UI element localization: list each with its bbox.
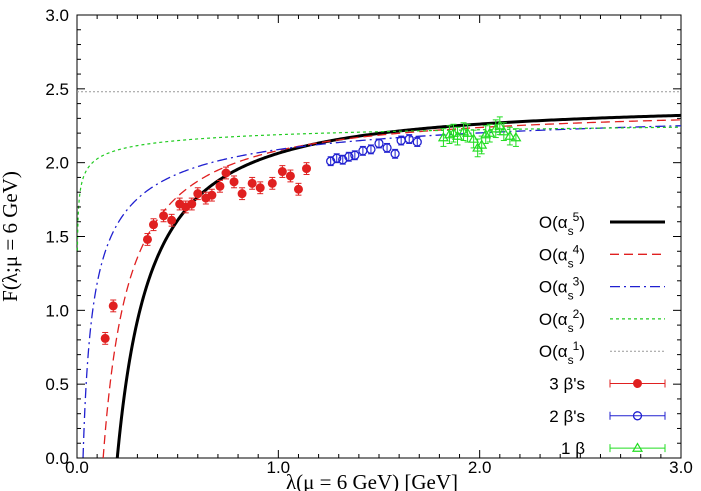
data-point-series-3 xyxy=(443,128,456,139)
y-tick-label: 1.5 xyxy=(45,228,69,247)
data-point-series-1 xyxy=(267,178,277,188)
x-tick-label: 1.0 xyxy=(267,458,291,477)
x-tick-label: 3.0 xyxy=(669,458,693,477)
data-point-series-1 xyxy=(207,190,217,200)
curve-order-4 xyxy=(102,119,682,459)
legend-series-label: 1 β xyxy=(561,439,585,458)
data-point-series-3 xyxy=(451,130,464,140)
legend-series-label: 2 β's xyxy=(549,407,585,426)
data-point-series-2 xyxy=(366,144,376,155)
data-point-series-2 xyxy=(382,143,392,153)
data-point-series-2 xyxy=(374,138,384,149)
legend-label: O(αs5) xyxy=(539,210,585,238)
data-point-series-3 xyxy=(476,139,488,149)
legend: O(αs5) O(αs4) O(αs3) O(αs2) O(αs1) 3 β's 2 β's… xyxy=(539,210,666,458)
data-point-series-3 xyxy=(494,120,506,130)
data-point-series-3 xyxy=(447,127,460,137)
data-point-series-2 xyxy=(344,152,354,162)
data-point-series-3 xyxy=(510,131,522,142)
legend-label: O(αs3) xyxy=(539,275,585,303)
data-point-series-3 xyxy=(468,133,480,143)
y-axis-label: F(λ;μ = 6 GeV) xyxy=(0,171,22,302)
data-point-series-3 xyxy=(490,123,502,133)
data-point-series-1 xyxy=(159,211,169,221)
data-point-series-1 xyxy=(247,178,257,188)
data-point-series-1 xyxy=(100,333,110,343)
legend-series-marker xyxy=(631,442,644,452)
curve-order-3 xyxy=(82,125,682,459)
data-point-series-1 xyxy=(229,177,239,187)
data-point-series-3 xyxy=(498,125,510,136)
tick-group: 0.0 1.0 2.0 3.0 0.0 0.5 1.0 1.5 2.0 2.5 3.0 xyxy=(45,6,692,477)
data-point-series-2 xyxy=(332,153,342,163)
legend-label: O(αs1) xyxy=(539,339,585,367)
x-tick-label: 2.0 xyxy=(468,458,492,477)
data-points-group xyxy=(100,116,522,345)
legend-label: O(αs4) xyxy=(539,242,585,270)
curve-order-5 xyxy=(115,113,682,459)
y-tick-label: 0.0 xyxy=(45,449,69,468)
data-point-series-1 xyxy=(149,220,159,230)
data-point-series-1 xyxy=(285,171,295,181)
y-tick-label: 3.0 xyxy=(45,6,69,25)
data-point-series-1 xyxy=(255,183,265,193)
data-point-series-1 xyxy=(237,189,247,199)
data-point-series-1 xyxy=(277,167,287,177)
x-tick-label: 0.0 xyxy=(65,458,89,477)
data-point-series-3 xyxy=(484,127,496,137)
data-point-series-1 xyxy=(302,164,312,174)
y-tick-label: 2.0 xyxy=(45,154,69,173)
legend-series-marker xyxy=(632,411,643,421)
data-point-series-1 xyxy=(221,168,231,178)
legend-series-label: 3 β's xyxy=(549,375,585,394)
data-point-series-3 xyxy=(472,142,484,152)
data-point-series-3 xyxy=(480,128,492,139)
data-point-series-1 xyxy=(167,215,177,225)
data-point-series-2 xyxy=(412,137,422,147)
legend-series-marker xyxy=(633,379,642,388)
curve-group xyxy=(76,113,682,459)
legend-label: O(αs2) xyxy=(539,307,585,335)
data-point-series-3 xyxy=(504,130,516,140)
y-tick-label: 2.5 xyxy=(45,80,69,99)
curve-order-2 xyxy=(76,126,682,251)
y-tick-label: 1.0 xyxy=(45,301,69,320)
data-point-series-1 xyxy=(108,301,118,311)
data-point-series-2 xyxy=(350,150,360,160)
data-point-series-1 xyxy=(215,181,225,191)
data-point-series-1 xyxy=(142,234,152,244)
x-axis-label: λ(μ = 6 GeV) [GeV] xyxy=(286,470,458,491)
data-point-series-1 xyxy=(187,199,197,209)
data-point-series-2 xyxy=(404,134,414,144)
data-point-series-1 xyxy=(293,184,303,194)
data-point-series-2 xyxy=(390,149,400,159)
data-point-series-1 xyxy=(193,189,203,199)
data-point-series-3 xyxy=(462,127,474,137)
y-tick-label: 0.5 xyxy=(45,375,69,394)
